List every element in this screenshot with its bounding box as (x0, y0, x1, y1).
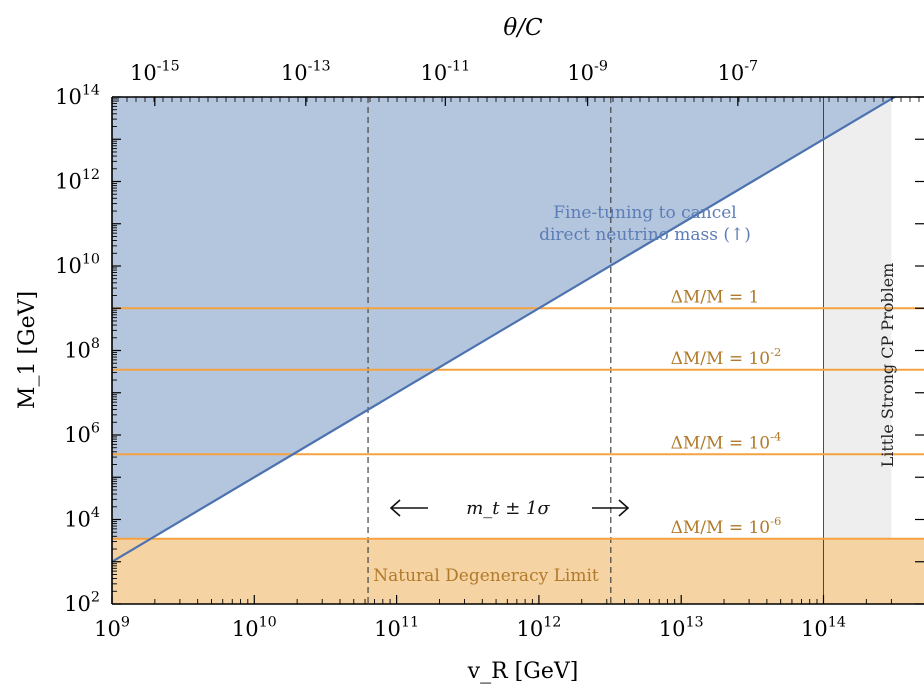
ytick-label-5: 1012 (55, 167, 100, 193)
ytick-label-0: 102 (64, 590, 100, 616)
hline-label-3: ΔM/M = 10-6 (671, 514, 782, 538)
ytick-label-3: 108 (64, 336, 100, 362)
top-tick-label-2: 10-11 (420, 59, 470, 85)
hline-label-0: ΔM/M = 1 (671, 287, 760, 307)
fine-tuning-label-1: Fine-tuning to cancel (553, 203, 736, 223)
ytick-label-2: 106 (64, 421, 100, 447)
y-axis-title: M_1 [GeV] (15, 291, 40, 409)
top-tick-label-1: 10-13 (281, 59, 331, 85)
fine-tuning-region (112, 97, 924, 562)
fine-tuning-label-2: direct neutrino mass (↑) (539, 225, 751, 245)
strong-cp-label: Little Strong CP Problem (878, 263, 897, 468)
ytick-label-6: 1014 (55, 83, 100, 109)
top-tick-label-4: 10-7 (718, 59, 759, 85)
fine-tuning-boundary (112, 97, 897, 563)
xtick-label-4: 1013 (659, 615, 704, 641)
mt-arrowhead-left (389, 499, 401, 517)
mt-arrowhead-right (618, 499, 630, 517)
degeneracy-label: Natural Degeneracy Limit (373, 566, 599, 586)
hline-label-2: ΔM/M = 10-4 (671, 430, 782, 454)
xtick-label-2: 1011 (374, 615, 419, 641)
xtick-label-0: 109 (94, 615, 130, 641)
top-tick-label-0: 10-15 (130, 59, 180, 85)
strong-cp-region (823, 97, 892, 604)
degeneracy-region (112, 538, 924, 604)
ytick-label-1: 104 (64, 505, 100, 531)
top-axis-title: θ/C (503, 15, 543, 41)
xtick-label-1: 1010 (232, 615, 277, 641)
top-tick-label-3: 10-9 (567, 59, 608, 85)
x-axis-title: v_R [GeV] (467, 659, 579, 684)
hline-label-1: ΔM/M = 10-2 (671, 345, 782, 369)
plot-area (112, 97, 924, 604)
ytick-label-4: 1010 (55, 252, 100, 278)
mt-annotation: m_t ± 1σ (466, 498, 550, 519)
xtick-label-3: 1012 (516, 615, 561, 641)
xtick-label-5: 1014 (801, 615, 846, 641)
